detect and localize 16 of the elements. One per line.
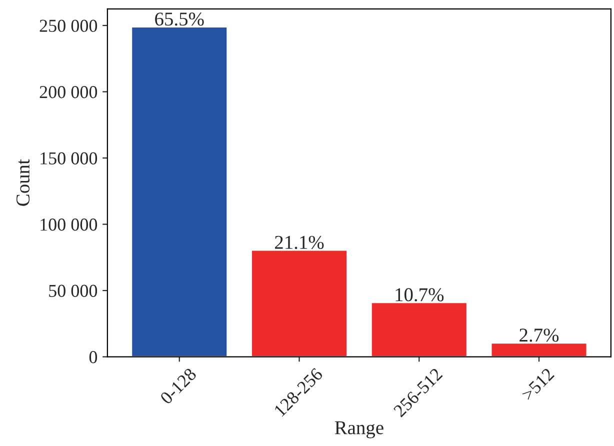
y-axis-title: Count (16, 159, 30, 206)
y-tick-label: 250 000 (40, 20, 98, 32)
y-tick-label: 150 000 (40, 152, 98, 164)
y-tick-label: 0 (89, 351, 98, 364)
x-axis-title: Range (334, 421, 384, 438)
bar (250, 249, 348, 357)
bar (130, 26, 228, 357)
y-tick-label: 200 000 (40, 86, 98, 98)
y-tick-label: 50 000 (49, 284, 98, 297)
bar (370, 302, 468, 357)
y-tick-label: 100 000 (40, 218, 98, 231)
annotation: 2.7% (520, 328, 559, 342)
annotation: 10.7% (396, 288, 444, 302)
bar (490, 342, 588, 357)
annotation: 65.5% (155, 12, 204, 26)
annotation: 21.1% (274, 236, 324, 250)
